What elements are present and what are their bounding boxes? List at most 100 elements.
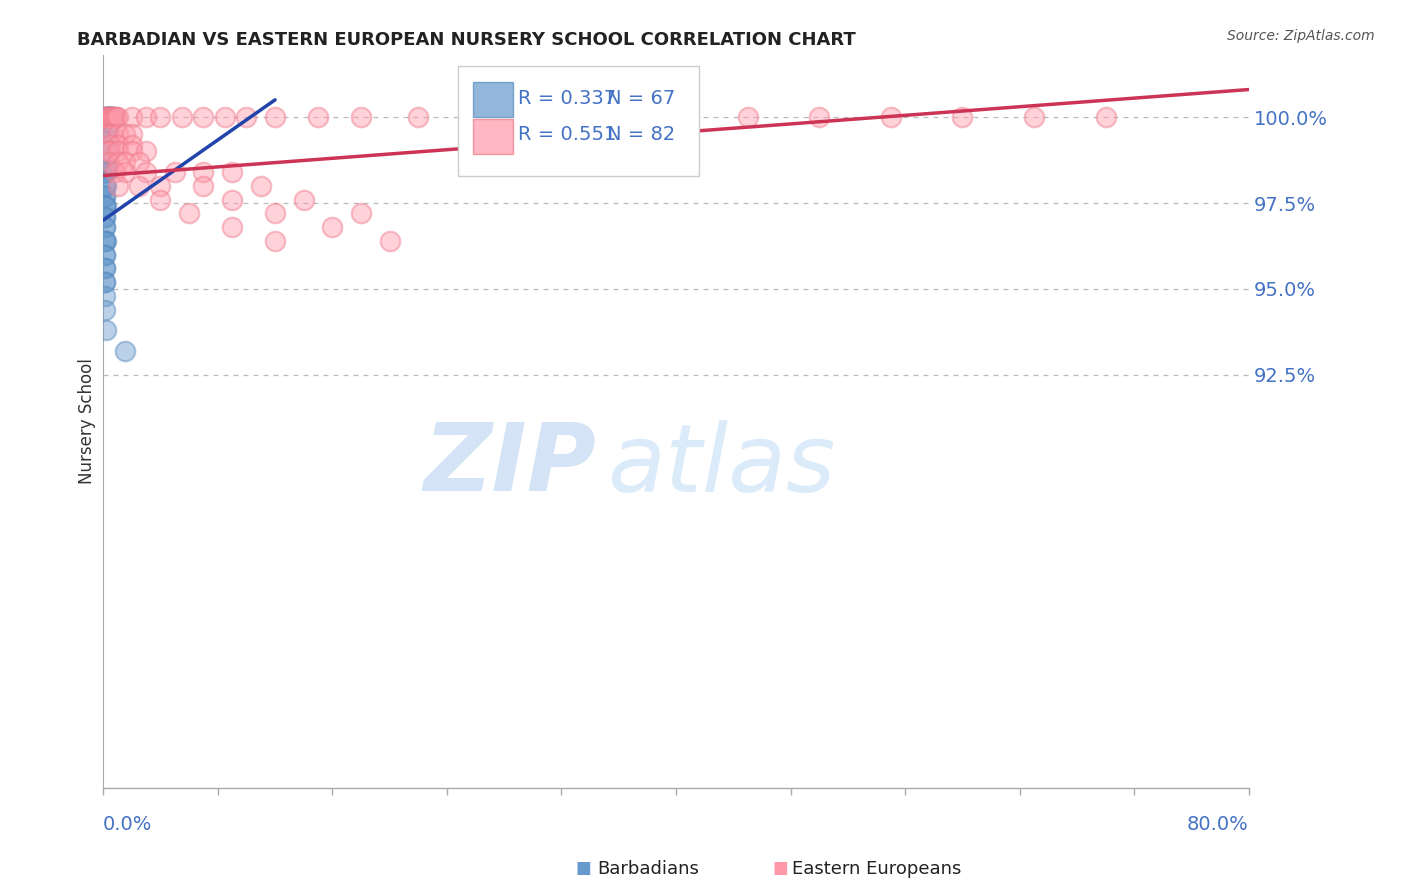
- Point: [97, 110, 120, 124]
- Point: [107, 154, 129, 169]
- Point: [221, 193, 243, 207]
- Point: [107, 137, 129, 152]
- Point: [952, 110, 974, 124]
- FancyBboxPatch shape: [474, 119, 513, 154]
- Point: [93, 145, 115, 159]
- Point: [94, 189, 117, 203]
- Point: [96, 134, 118, 148]
- Point: [378, 234, 401, 248]
- Point: [880, 110, 903, 124]
- Point: [93, 124, 115, 138]
- Point: [93, 247, 115, 261]
- Point: [93, 199, 115, 213]
- Text: R = 0.337: R = 0.337: [517, 89, 616, 108]
- Point: [103, 110, 125, 124]
- Point: [121, 110, 143, 124]
- Text: ZIP: ZIP: [423, 419, 596, 511]
- Point: [193, 110, 215, 124]
- Text: ■: ■: [575, 859, 592, 877]
- Point: [149, 110, 172, 124]
- Text: ■: ■: [772, 859, 789, 877]
- Text: Barbadians: Barbadians: [598, 860, 699, 878]
- Point: [96, 145, 118, 159]
- Point: [121, 127, 143, 141]
- Point: [128, 178, 150, 193]
- Point: [321, 220, 343, 235]
- Point: [1094, 110, 1116, 124]
- Point: [96, 124, 118, 138]
- Point: [93, 261, 115, 276]
- Point: [100, 137, 122, 152]
- Point: [96, 124, 118, 138]
- Point: [94, 275, 117, 289]
- Point: [464, 110, 486, 124]
- Text: R = 0.551: R = 0.551: [517, 126, 616, 145]
- Point: [114, 127, 136, 141]
- Point: [522, 110, 544, 124]
- Point: [96, 110, 118, 124]
- Point: [94, 134, 117, 148]
- Point: [94, 110, 117, 124]
- Point: [93, 178, 115, 193]
- Point: [105, 110, 128, 124]
- Point: [101, 127, 124, 141]
- Point: [96, 165, 118, 179]
- Point: [264, 206, 287, 220]
- Text: 80.0%: 80.0%: [1187, 815, 1249, 834]
- Point: [107, 178, 129, 193]
- Point: [135, 165, 157, 179]
- Point: [107, 110, 129, 124]
- Point: [114, 343, 136, 358]
- Point: [93, 234, 115, 248]
- Point: [96, 110, 118, 124]
- Point: [103, 110, 125, 124]
- Point: [101, 110, 124, 124]
- Point: [221, 220, 243, 235]
- Point: [94, 247, 117, 261]
- FancyBboxPatch shape: [474, 82, 513, 118]
- Point: [93, 275, 115, 289]
- Point: [94, 154, 117, 169]
- Point: [94, 165, 117, 179]
- Point: [94, 261, 117, 276]
- Point: [100, 110, 122, 124]
- Point: [665, 110, 688, 124]
- Point: [93, 134, 115, 148]
- Point: [93, 165, 115, 179]
- Point: [98, 110, 121, 124]
- Point: [94, 154, 117, 169]
- Point: [121, 137, 143, 152]
- Point: [94, 124, 117, 138]
- Point: [100, 110, 122, 124]
- Point: [97, 154, 120, 169]
- Point: [93, 302, 115, 317]
- Point: [350, 110, 373, 124]
- Point: [292, 193, 315, 207]
- Point: [235, 110, 257, 124]
- Point: [101, 110, 124, 124]
- Point: [94, 145, 117, 159]
- Text: 0.0%: 0.0%: [103, 815, 153, 834]
- Point: [94, 178, 117, 193]
- Point: [93, 289, 115, 303]
- Point: [94, 178, 117, 193]
- Point: [93, 189, 115, 203]
- Point: [94, 165, 117, 179]
- Point: [94, 110, 117, 124]
- Point: [170, 110, 193, 124]
- Point: [249, 178, 271, 193]
- Point: [808, 110, 831, 124]
- Point: [737, 110, 759, 124]
- Point: [101, 110, 124, 124]
- Point: [100, 110, 122, 124]
- Point: [97, 110, 120, 124]
- Point: [94, 199, 117, 213]
- Point: [94, 110, 117, 124]
- Point: [97, 110, 120, 124]
- Point: [135, 145, 157, 159]
- Point: [264, 110, 287, 124]
- Point: [93, 110, 115, 124]
- Point: [1022, 110, 1045, 124]
- FancyBboxPatch shape: [458, 66, 699, 176]
- Point: [307, 110, 329, 124]
